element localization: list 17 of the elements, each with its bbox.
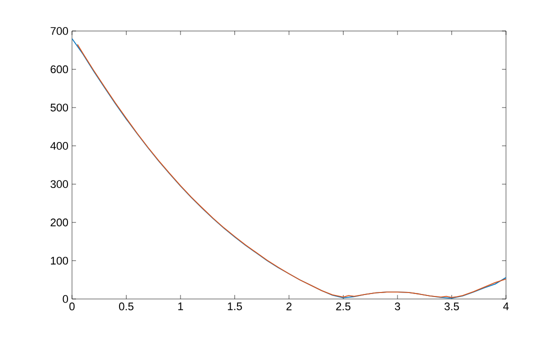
x-tick-label: 1.5: [228, 302, 242, 310]
x-tick-label: 3.5: [444, 302, 459, 310]
y-tick-label: 200: [50, 218, 68, 226]
y-tick-label: 0: [62, 295, 68, 303]
x-tick-label: 2.5: [336, 302, 350, 310]
x-tick-label: 0.5: [119, 302, 134, 310]
x-tick-label: 0: [69, 302, 75, 310]
y-tick-label: 400: [50, 142, 68, 150]
y-tick-label: 600: [50, 65, 68, 74]
x-tick-label: 3: [394, 302, 400, 310]
x-tick-label: 2: [286, 302, 292, 310]
y-tick-label: 300: [50, 180, 68, 188]
y-tick-label: 500: [50, 104, 68, 112]
y-tick-label: 700: [50, 27, 68, 35]
x-tick-label: 1: [178, 302, 184, 310]
x-tick-label: 4: [503, 302, 509, 310]
y-tick-label: 100: [50, 256, 68, 265]
